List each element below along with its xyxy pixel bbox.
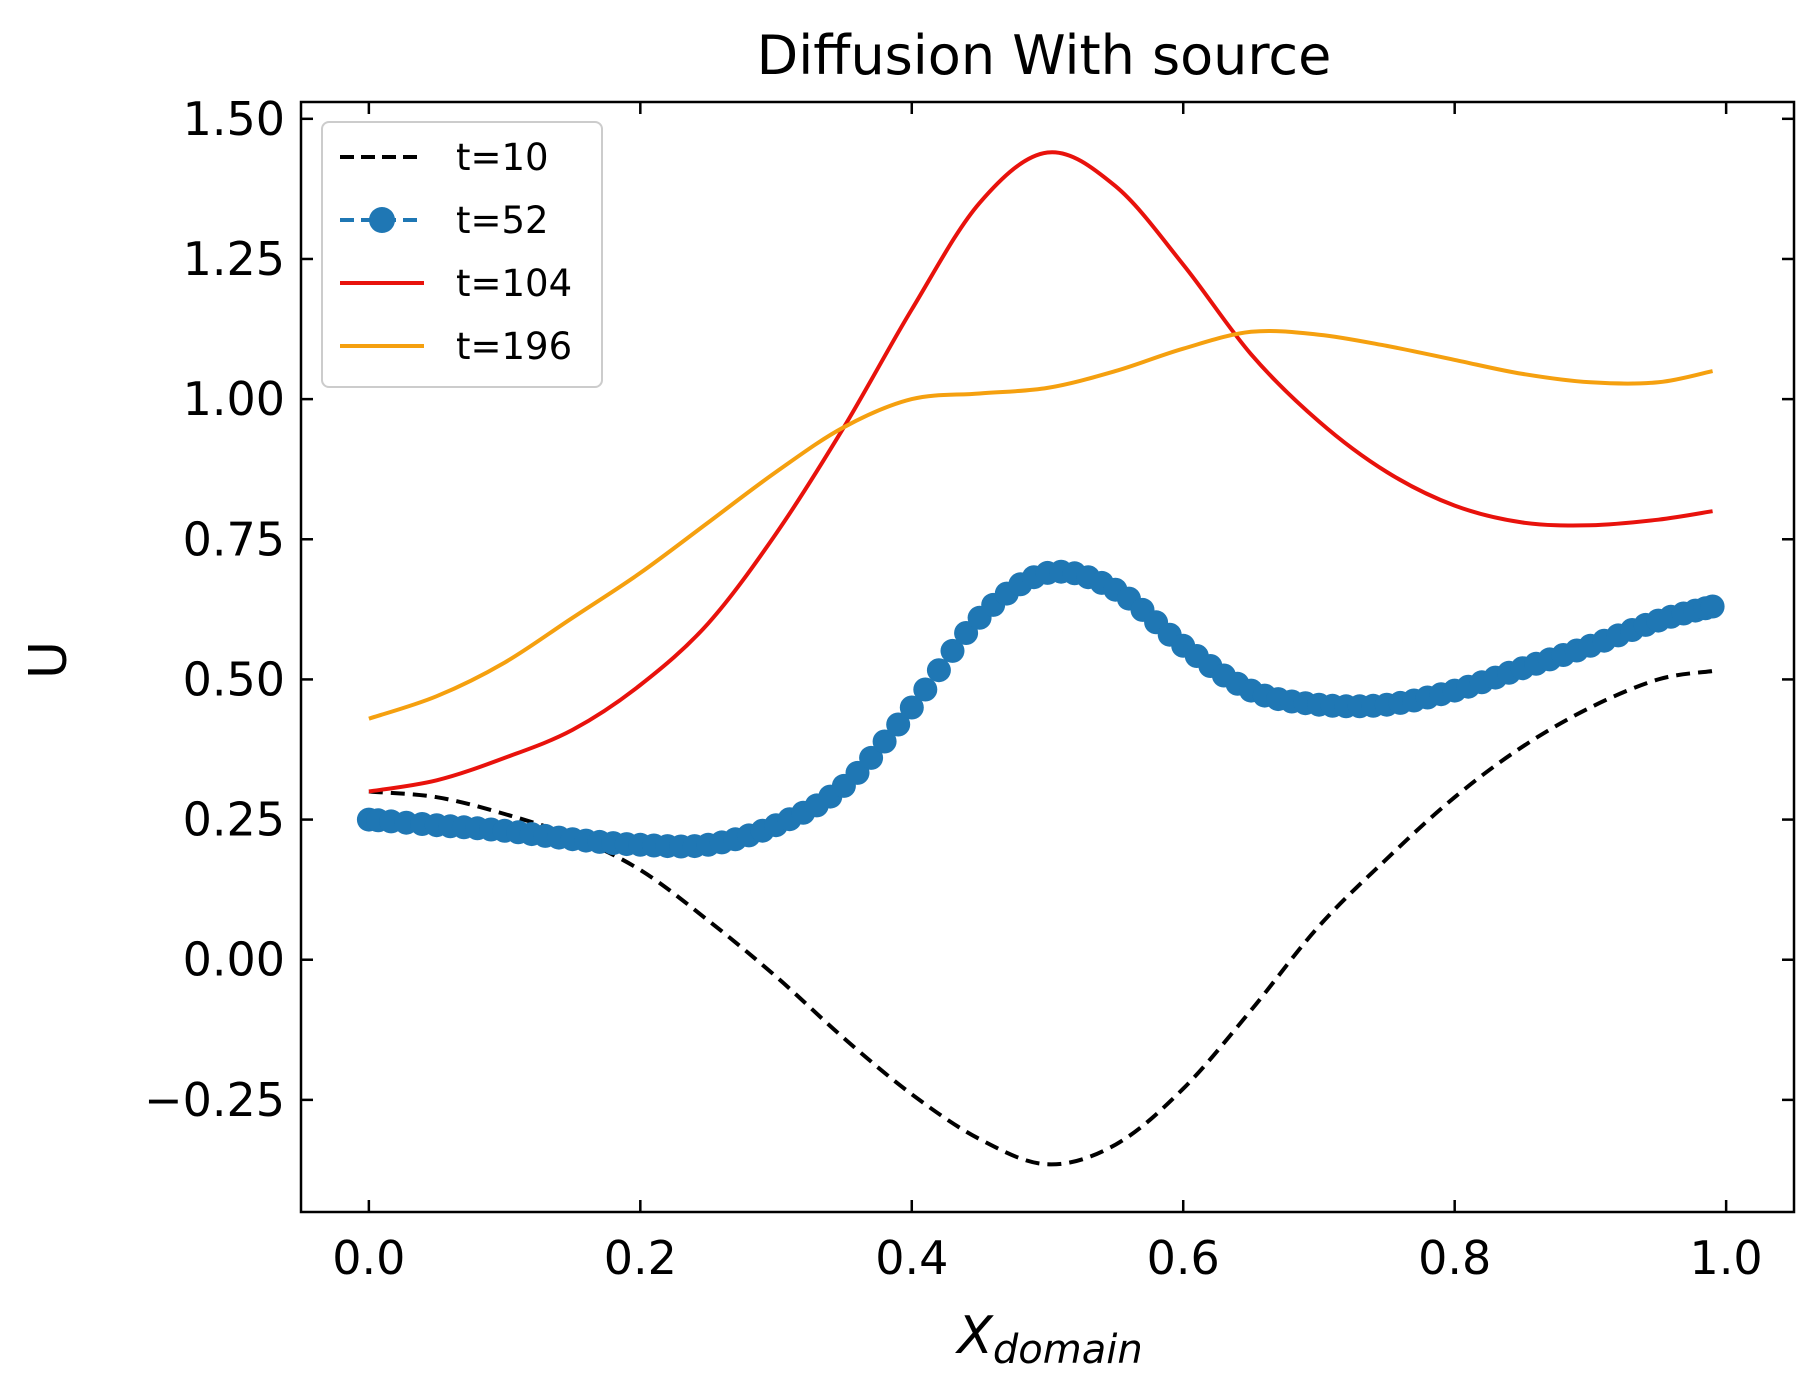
y-tick-label: 1.00	[183, 372, 285, 426]
x-tick-label: 0.0	[332, 1231, 405, 1285]
legend-entry: t=10	[340, 136, 549, 179]
legend-label: t=10	[456, 136, 549, 179]
y-tick-label: 0.75	[183, 512, 285, 566]
x-tick-label: 0.2	[604, 1231, 677, 1285]
x-tick-label: 0.6	[1147, 1231, 1220, 1285]
legend-entry: t=196	[340, 325, 572, 368]
series-line	[368, 328, 1714, 721]
axes-frame	[299, 100, 1796, 1214]
legend: t=10 t=52 t=104 t=196	[321, 121, 603, 388]
legend-entries: t=10 t=52 t=104 t=196	[340, 136, 572, 368]
y-tick-label: 1.50	[183, 92, 285, 146]
series-t-104	[368, 150, 1713, 794]
x-tick-label: 0.4	[875, 1231, 948, 1285]
series-point	[1700, 594, 1725, 619]
y-tick-label: 0.00	[183, 933, 285, 987]
series-line	[368, 150, 1713, 794]
legend-frame	[321, 121, 603, 388]
axis-ticks: 0.0 0.2 0.4 0.6 0.8 1.0 −0.25 0.00 0.25 0.50 0.75 1…	[144, 92, 1794, 1285]
legend-entry: t=52	[340, 199, 549, 242]
y-axis-label: U	[19, 641, 79, 679]
x-axis-label-subscript: domain	[993, 1327, 1143, 1373]
series-point	[859, 745, 884, 770]
x-tick-label: 1.0	[1690, 1231, 1763, 1285]
chart-title: Diffusion With source	[757, 24, 1332, 87]
series-t-52	[356, 559, 1725, 859]
series-point	[899, 695, 924, 720]
legend-swatch-marker	[369, 207, 395, 233]
series-t-196	[368, 328, 1714, 721]
legend-label: t=196	[456, 325, 572, 368]
series-point	[886, 712, 911, 737]
y-tick-label: 0.25	[183, 793, 285, 847]
y-tick-label: 1.25	[183, 232, 285, 286]
y-tick-label: 0.50	[183, 652, 285, 706]
legend-entry: t=104	[340, 262, 572, 305]
legend-label: t=104	[456, 262, 572, 305]
x-tick-label: 0.8	[1418, 1231, 1491, 1285]
x-axis-label-main: X	[954, 1306, 994, 1366]
series-point	[913, 677, 938, 702]
plot-area	[356, 150, 1725, 1167]
y-tick-label: −0.25	[144, 1073, 285, 1127]
series-point	[940, 638, 965, 663]
legend-label: t=52	[456, 199, 549, 242]
series-point	[926, 658, 951, 683]
series-point	[872, 729, 897, 754]
x-axis-label: Xdomain	[954, 1306, 1142, 1373]
